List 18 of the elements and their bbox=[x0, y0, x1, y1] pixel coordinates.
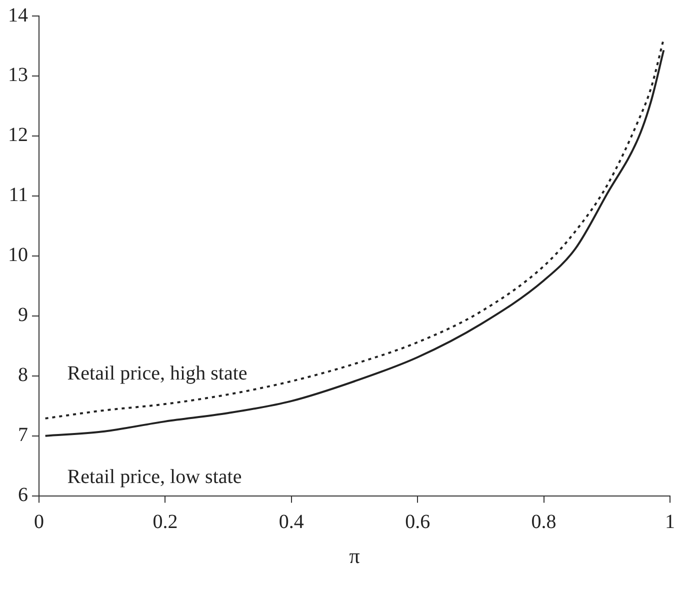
y-tick-label: 11 bbox=[8, 184, 28, 206]
y-tick-label: 12 bbox=[8, 124, 28, 146]
series-label: Retail price, low state bbox=[67, 466, 242, 488]
x-tick-label: 1 bbox=[665, 511, 675, 534]
y-tick-label: 6 bbox=[18, 484, 28, 506]
y-tick-label: 13 bbox=[8, 64, 28, 86]
y-tick-label: 9 bbox=[18, 304, 28, 326]
y-tick-label: 8 bbox=[18, 364, 28, 386]
y-tick-label: 7 bbox=[18, 424, 28, 446]
x-tick-label: 0.4 bbox=[278, 511, 304, 534]
x-tick-label: 0.2 bbox=[152, 511, 178, 534]
y-tick-label: 10 bbox=[8, 244, 28, 266]
series-label: Retail price, high state bbox=[67, 362, 248, 385]
x-axis-title: π bbox=[349, 544, 360, 568]
x-tick-label: 0.8 bbox=[531, 511, 556, 534]
x-tick-label: 0.6 bbox=[405, 511, 430, 534]
x-tick-label: 0 bbox=[34, 511, 44, 534]
y-tick-label: 14 bbox=[8, 4, 28, 26]
